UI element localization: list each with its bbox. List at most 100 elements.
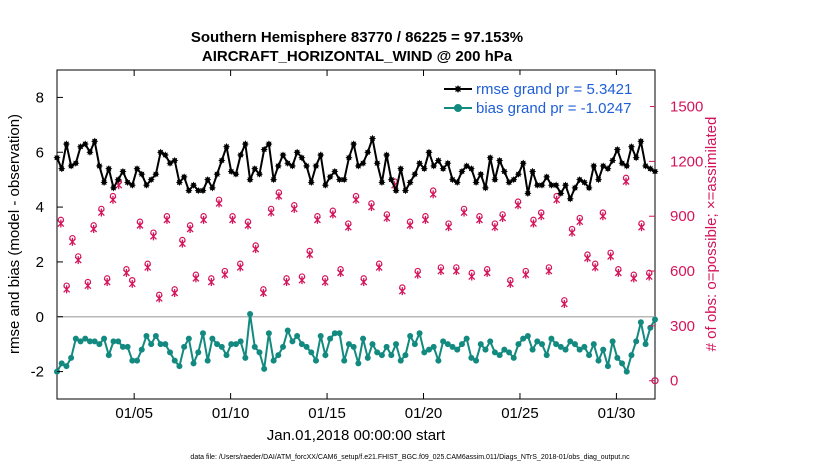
- rmse-point: [255, 170, 264, 178]
- obs-assimilated-marker: [63, 285, 71, 294]
- right-y-tick-label: 1200: [670, 153, 703, 170]
- bias-point: [265, 330, 272, 337]
- obs-assimilated-marker: [122, 268, 130, 277]
- obs-assimilated-marker: [576, 217, 584, 226]
- bias-point: [82, 335, 89, 342]
- chart-title-line2: AIRCRAFT_HORIZONTAL_WIND @ 200 hPa: [202, 48, 513, 65]
- rmse-point: [387, 176, 395, 184]
- rmse-point: [500, 167, 508, 176]
- bias-point: [515, 341, 522, 348]
- bias-point: [609, 338, 616, 345]
- rmse-point: [552, 181, 560, 189]
- obs-assimilated-marker: [568, 228, 576, 237]
- obs-assimilated-marker: [149, 232, 157, 241]
- rmse-point: [646, 165, 654, 173]
- bias-point: [633, 338, 640, 345]
- rmse-point: [138, 170, 146, 178]
- obs-assimilated-marker: [560, 299, 568, 308]
- bias-point: [223, 352, 230, 359]
- obs-assimilated-marker: [475, 215, 483, 224]
- bias-point: [388, 352, 395, 359]
- rmse-point: [528, 167, 537, 176]
- bias-point: [143, 332, 150, 339]
- rmse-point: [260, 145, 268, 154]
- bias-point: [397, 357, 404, 364]
- rmse-point: [166, 159, 174, 167]
- bias-point: [529, 346, 536, 353]
- rmse-point: [651, 167, 659, 176]
- bias-point: [129, 357, 136, 364]
- legend-box: [440, 75, 650, 120]
- rmse-point: [439, 165, 447, 173]
- obs-assimilated-marker: [506, 279, 514, 288]
- rmse-point: [76, 143, 85, 151]
- y-tick-label: -2: [31, 364, 44, 381]
- bias-point: [619, 360, 626, 367]
- bias-point: [604, 363, 611, 370]
- bias-point: [571, 341, 578, 348]
- obs-assimilated-marker: [236, 263, 244, 272]
- bias-point: [454, 346, 461, 353]
- obs-count-markers: [57, 174, 659, 385]
- bias-point: [256, 349, 263, 356]
- bias-point: [393, 341, 400, 348]
- bias-point: [562, 346, 569, 353]
- rmse-point: [543, 173, 551, 181]
- bias-point: [576, 346, 583, 353]
- x-tick-label: 01/30: [598, 405, 636, 422]
- x-tick-label: 01/10: [212, 405, 250, 422]
- bias-point: [350, 343, 357, 350]
- rmse-point: [307, 178, 315, 187]
- obs-assimilated-marker: [553, 195, 561, 204]
- obs-assimilated-marker: [406, 221, 414, 230]
- rmse-point: [86, 148, 94, 156]
- obs-assimilated-marker: [468, 272, 476, 281]
- rmse-point: [613, 145, 621, 154]
- rmse-point: [364, 148, 372, 156]
- bias-point: [115, 338, 122, 345]
- bias-point: [327, 335, 334, 342]
- rmse-point: [175, 178, 184, 187]
- obs-assimilated-marker: [375, 263, 383, 272]
- obs-assimilated-marker: [530, 219, 537, 228]
- obs-assimilated-marker: [337, 268, 345, 277]
- obs-assimilated-marker: [57, 219, 65, 228]
- bias-point: [119, 343, 126, 350]
- rmse-point: [81, 140, 89, 148]
- bias-point: [463, 335, 470, 342]
- x-tick-label: 01/20: [405, 405, 443, 422]
- rmse-point: [227, 167, 235, 176]
- obs-assimilated-marker: [109, 195, 117, 204]
- bias-point: [364, 354, 371, 361]
- bias-point: [261, 365, 268, 372]
- bias-point: [374, 349, 381, 356]
- rmse-point: [331, 167, 339, 176]
- bias-point: [468, 354, 475, 361]
- rmse-point: [467, 165, 475, 173]
- bias-point: [190, 360, 197, 367]
- obs-assimilated-marker: [200, 215, 208, 224]
- bias-point: [534, 338, 541, 345]
- bias-point: [369, 341, 376, 348]
- bias-point: [77, 338, 84, 345]
- right-y-tick-label: 900: [670, 208, 695, 225]
- rmse-point: [95, 162, 103, 170]
- rmse-point: [430, 162, 438, 170]
- bias-point: [411, 341, 418, 348]
- obs-assimilated-marker: [171, 288, 179, 297]
- bias-point: [72, 335, 79, 342]
- y-axis-label: rmse and bias (model - observation): [6, 114, 23, 354]
- bias-point: [218, 343, 225, 350]
- bias-point: [652, 316, 658, 323]
- rmse-point: [373, 159, 381, 167]
- rmse-point: [566, 195, 574, 203]
- bias-point: [336, 330, 343, 337]
- obs-assimilated-marker: [103, 278, 111, 287]
- y-tick-label: 2: [36, 254, 44, 271]
- rmse-point: [359, 159, 367, 167]
- rmse-point: [279, 151, 287, 159]
- rmse-point: [185, 187, 193, 195]
- rmse-point: [472, 178, 480, 187]
- rmse-point: [147, 176, 155, 184]
- rmse-point: [477, 170, 485, 178]
